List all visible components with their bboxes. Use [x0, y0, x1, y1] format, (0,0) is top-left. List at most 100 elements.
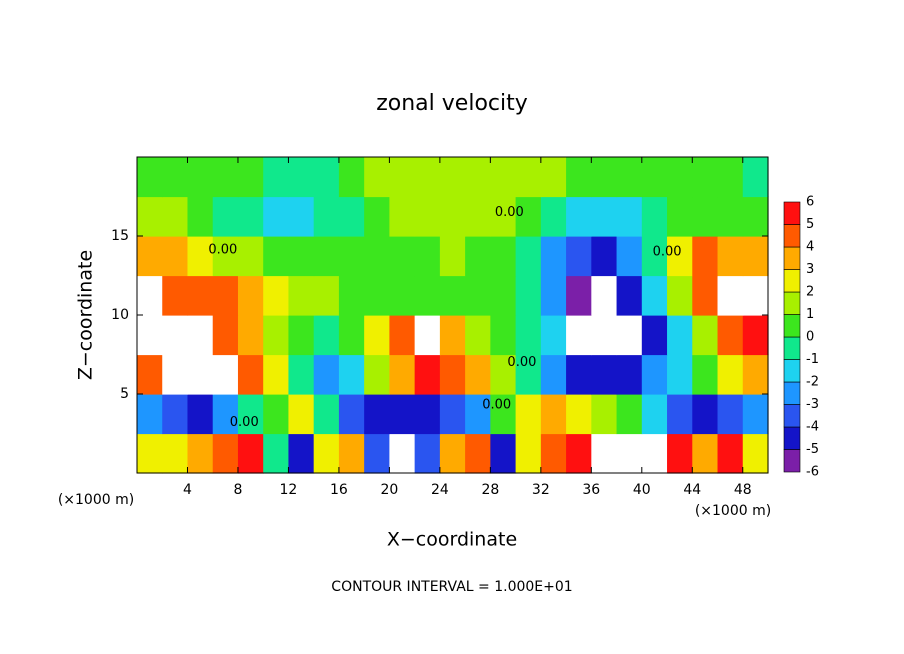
cell: [742, 315, 769, 356]
cell: [364, 354, 390, 395]
cell: [162, 236, 189, 277]
cell: [137, 275, 163, 316]
colorbar-box: [783, 291, 801, 315]
cell: [389, 157, 416, 198]
cell: [313, 157, 340, 198]
contour-label: 0.00: [495, 205, 524, 220]
cell: [237, 275, 264, 316]
cell: [263, 315, 290, 356]
cell: [414, 433, 441, 474]
cell: [616, 315, 643, 356]
cell: [540, 394, 567, 435]
cell: [237, 394, 264, 435]
cell: [338, 394, 365, 435]
cell: [490, 354, 517, 395]
cell: [137, 394, 163, 435]
contour-label: 0.00: [482, 398, 511, 413]
cell: [515, 315, 542, 356]
cell: [263, 157, 290, 198]
x-tick-label: 24: [431, 482, 449, 498]
cell: [414, 236, 441, 277]
cell: [439, 157, 466, 198]
cell: [414, 196, 441, 237]
cell: [187, 275, 214, 316]
cell: [237, 157, 264, 198]
cell: [540, 433, 567, 474]
x-tick-label: 32: [532, 482, 550, 498]
cell: [692, 236, 719, 277]
cell: [288, 157, 315, 198]
colorbar-box: [783, 314, 801, 338]
cell: [288, 354, 315, 395]
cell: [566, 394, 592, 435]
x-unit: (×1000 m): [695, 503, 771, 519]
cell: [313, 354, 340, 395]
cell: [566, 196, 592, 237]
cell: [162, 433, 189, 474]
x-tick-label: 8: [233, 482, 242, 498]
cell: [338, 315, 365, 356]
cell: [540, 275, 567, 316]
cell: [742, 354, 769, 395]
cell: [692, 275, 719, 316]
cell: [692, 196, 719, 237]
cell: [237, 196, 264, 237]
x-tick-label: 16: [330, 482, 348, 498]
cell: [263, 275, 290, 316]
cell: [515, 433, 542, 474]
cell: [439, 394, 466, 435]
y-tick-label: 10: [111, 307, 129, 323]
cell: [414, 394, 441, 435]
cell: [162, 354, 189, 395]
colorbar-label: 5: [806, 217, 814, 232]
cell: [389, 275, 416, 316]
cell: [187, 236, 214, 277]
x-tick-label: 40: [633, 482, 651, 498]
cell: [263, 196, 290, 237]
cell: [540, 315, 567, 356]
cell: [515, 236, 542, 277]
contour-label: 0.00: [208, 243, 237, 258]
cell: [566, 236, 592, 277]
colorbar-label: -4: [806, 420, 819, 435]
cell: [313, 315, 340, 356]
cell: [414, 157, 441, 198]
cell: [490, 275, 517, 316]
cell: [591, 315, 618, 356]
cell: [439, 275, 466, 316]
y-unit: (×1000 m): [58, 492, 134, 508]
cell: [540, 157, 567, 198]
x-tick-label: 12: [280, 482, 298, 498]
cell: [667, 315, 693, 356]
cell: [364, 275, 390, 316]
cell: [641, 354, 668, 395]
cell: [490, 196, 517, 237]
cell: [263, 236, 290, 277]
cell: [338, 157, 365, 198]
cell: [490, 236, 517, 277]
cell: [566, 315, 592, 356]
cell: [288, 433, 315, 474]
cell: [465, 275, 491, 316]
cell: [515, 275, 542, 316]
cell: [212, 394, 239, 435]
cell: [288, 275, 315, 316]
x-tick-label: 28: [481, 482, 499, 498]
cell: [212, 433, 239, 474]
colorbar-label: 4: [806, 240, 814, 255]
colorbar-label: 6: [806, 195, 814, 210]
cell: [288, 196, 315, 237]
cell: [717, 315, 744, 356]
cell: [667, 433, 693, 474]
colorbar-box: [783, 381, 801, 405]
cell: [439, 196, 466, 237]
colorbar-label: -5: [806, 442, 819, 457]
colorbar-box: [783, 224, 801, 248]
cell: [389, 315, 416, 356]
colorbar-label: 1: [806, 307, 814, 322]
cell: [667, 275, 693, 316]
cell: [389, 433, 416, 474]
cell: [389, 236, 416, 277]
